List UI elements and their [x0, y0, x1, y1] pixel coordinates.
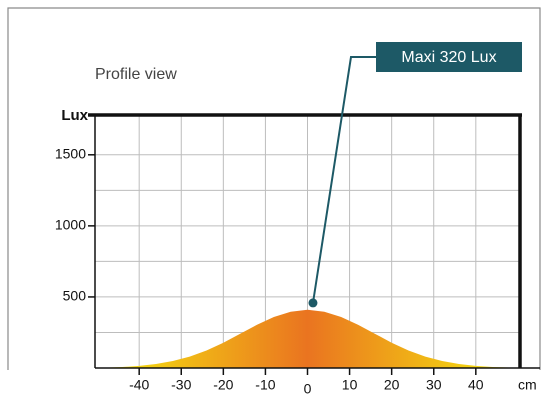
y-tick-label: 1000: [55, 217, 86, 233]
x-tick-label: 10: [342, 377, 358, 393]
x-tick-label: 0: [304, 381, 312, 397]
x-tick-label: -20: [213, 377, 233, 393]
area: [105, 309, 510, 368]
x-tick-label: 40: [468, 377, 484, 393]
annotation-point: [308, 298, 318, 308]
annotation-label: Maxi 320 Lux: [401, 49, 496, 66]
y-tick-label: 1500: [55, 146, 86, 162]
y-tick-label: 500: [63, 288, 87, 304]
annotation-line: [311, 56, 378, 304]
x-tick-label: -40: [129, 377, 149, 393]
chart-title: Profile view: [95, 66, 177, 83]
x-axis-label: cm: [518, 377, 537, 393]
x-tick-label: -10: [255, 377, 275, 393]
x-tick-label: 30: [426, 377, 442, 393]
x-tick-label: 20: [384, 377, 400, 393]
x-tick-label: -30: [171, 377, 191, 393]
frame: [7, 7, 541, 370]
y-axis-label: Lux: [61, 107, 88, 124]
annotation-box: [376, 42, 522, 72]
